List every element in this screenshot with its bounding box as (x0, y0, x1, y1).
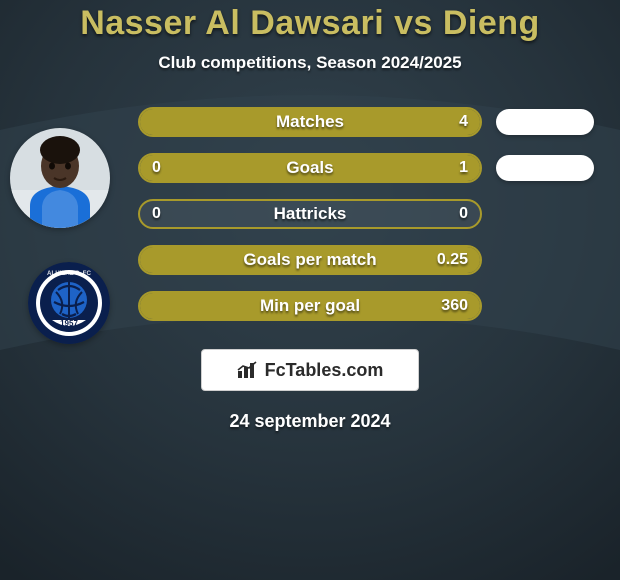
stat-bar: 360Min per goal (138, 291, 482, 321)
stat-row: 01Goals (10, 153, 610, 183)
stat-row: 0.25Goals per match (10, 245, 610, 275)
date-text: 24 september 2024 (0, 411, 620, 432)
stat-row: 4Matches (10, 107, 610, 137)
stat-bar: 0 0Hattricks (138, 199, 482, 229)
stat-label: Hattricks (140, 201, 480, 227)
right-spacer (482, 245, 610, 275)
bar-fill-right (140, 247, 480, 273)
right-spacer (482, 291, 610, 321)
stat-row: 0 0Hattricks (10, 199, 610, 229)
stat-row: 360Min per goal (10, 291, 610, 321)
page-title: Nasser Al Dawsari vs Dieng (0, 4, 620, 43)
bar-fill-right (140, 109, 480, 135)
right-spacer (482, 199, 610, 229)
right-spacer (482, 107, 610, 137)
stat-value-right: 0 (459, 201, 468, 227)
right-spacer (482, 153, 610, 183)
stat-bar: 01Goals (138, 153, 482, 183)
brand-box[interactable]: FcTables.com (201, 349, 419, 391)
bar-fill-right (140, 155, 480, 181)
bar-fill-right (140, 293, 480, 319)
stat-value-left: 0 (152, 201, 161, 227)
stat-rows: 4Matches 01Goals 0 0Hattricks 0.25Goals per … (0, 107, 620, 321)
stat-bar: 4Matches (138, 107, 482, 137)
right-player-pill (496, 155, 594, 181)
subtitle: Club competitions, Season 2024/2025 (0, 53, 620, 73)
right-player-pill (496, 109, 594, 135)
chart-icon (237, 361, 259, 379)
brand-text: FcTables.com (265, 360, 384, 381)
stat-bar: 0.25Goals per match (138, 245, 482, 275)
